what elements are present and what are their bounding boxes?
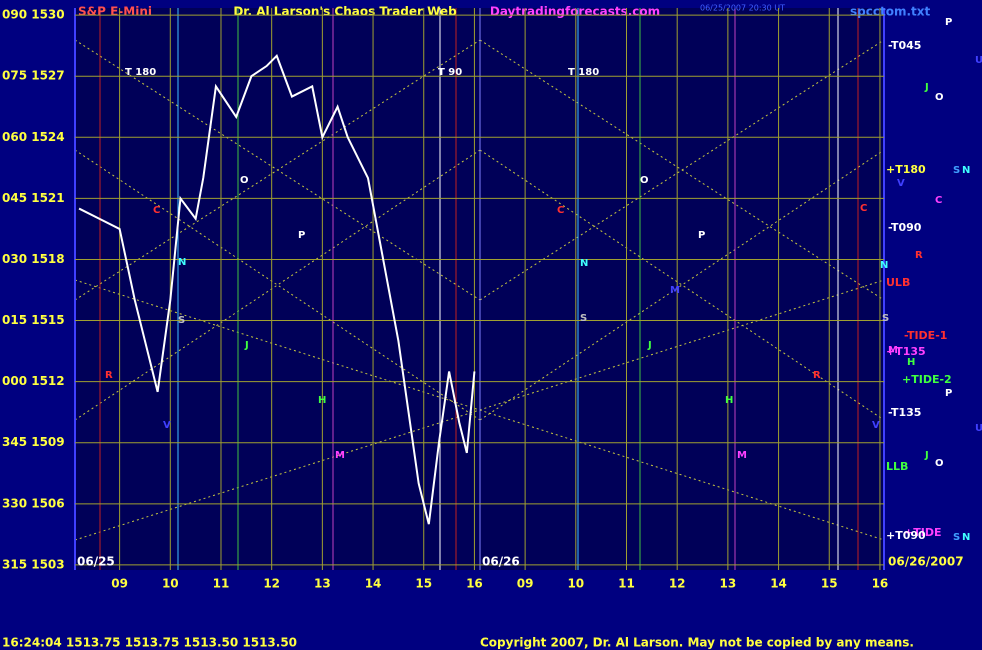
y-tick-label: 015 1515	[2, 313, 65, 327]
glyph: M	[737, 450, 747, 461]
x-tick-label: 11	[213, 577, 230, 591]
x-tick-label: 16	[466, 577, 483, 591]
y-tick-label: 075 1527	[2, 69, 65, 83]
glyph: C	[935, 195, 942, 206]
glyph: O	[640, 175, 649, 186]
level-label: +T180	[886, 163, 926, 176]
level-label: -T135	[888, 406, 921, 419]
y-tick-label: 060 1524	[2, 130, 65, 144]
y-tick-label: 045 1521	[2, 191, 65, 205]
y-tick-label: 030 1518	[2, 252, 65, 266]
glyph: J	[244, 340, 249, 351]
cycle-label: T 90	[438, 67, 462, 78]
file: spcctom.txt	[850, 5, 930, 19]
glyph: N	[580, 258, 588, 269]
glyph: H	[725, 395, 733, 406]
y-tick-label: 315 1503	[2, 557, 65, 571]
quote: 16:24:04 1513.75 1513.75 1513.50 1513.50	[2, 636, 297, 650]
x-tick-label: 10	[162, 577, 179, 591]
glyph: S	[178, 315, 185, 326]
x-tick-label: 12	[263, 577, 280, 591]
glyph: O	[935, 92, 944, 103]
glyph: H	[907, 357, 915, 368]
x-tick-label: 13	[314, 577, 331, 591]
y-tick-label: 345 1509	[2, 435, 65, 449]
level-label: +T135	[886, 345, 926, 358]
level-label: -TIDE-1	[904, 329, 947, 342]
x-tick-label: 10	[567, 577, 584, 591]
glyph: O	[935, 458, 944, 469]
decor-lines	[74, 8, 885, 570]
glyph: P	[298, 230, 305, 241]
glyph: J	[924, 450, 929, 461]
glyph: N	[962, 165, 970, 176]
price-line	[78, 54, 476, 525]
level-label: +TIDE-2	[902, 373, 952, 386]
glyph: R	[105, 370, 113, 381]
glyph: N	[880, 260, 888, 271]
glyph: S	[580, 313, 587, 324]
glyph: V	[872, 420, 880, 431]
x-tick-label: 09	[111, 577, 128, 591]
x-tick-label: 09	[517, 577, 534, 591]
symbol: S&P E-Mini	[78, 5, 152, 19]
cycle-label: T 180	[568, 67, 599, 78]
glyph: O	[240, 175, 249, 186]
glyph: S	[953, 165, 960, 176]
glyph: R	[915, 250, 923, 261]
x-tick-label: 14	[365, 577, 382, 591]
glyph: V	[897, 178, 905, 189]
glyph: U	[975, 55, 982, 66]
glyph: H	[318, 395, 326, 406]
glyph: J	[647, 340, 652, 351]
glyph: P	[945, 17, 952, 28]
x-tick-label: 15	[415, 577, 432, 591]
copyright: Copyright 2007, Dr. Al Larson. May not b…	[480, 636, 914, 650]
x-tick-label: 16	[872, 577, 889, 591]
level-label: LLB	[886, 460, 908, 473]
glyph: R	[813, 370, 821, 381]
stamp: 06/25/2007 20:30 UT	[700, 4, 785, 13]
glyph: J	[924, 82, 929, 93]
x-tick-label: 12	[669, 577, 686, 591]
x-tick-label: 13	[720, 577, 737, 591]
glyph: N	[962, 532, 970, 543]
glyph: P	[698, 230, 705, 241]
x-tick-label: 11	[618, 577, 635, 591]
y-tick-label: 330 1506	[2, 496, 65, 510]
glyph: C	[557, 205, 564, 216]
glyph: V	[163, 420, 171, 431]
y-tick-label: 090 1530	[2, 8, 65, 22]
glyph: C	[860, 203, 867, 214]
day-label: 06/26	[482, 555, 520, 569]
x-tick-label: 15	[821, 577, 838, 591]
day-label: 06/25	[77, 555, 115, 569]
glyph: N	[178, 257, 186, 268]
glyph: M	[335, 450, 345, 461]
glyph: P	[945, 388, 952, 399]
level-label: -T045	[888, 39, 921, 52]
glyph: M	[888, 345, 898, 356]
glyph: M	[670, 285, 680, 296]
level-label: -T090	[888, 221, 922, 234]
glyph: S	[882, 313, 889, 324]
x-tick-label: 14	[770, 577, 787, 591]
glyph: C	[153, 205, 160, 216]
cycle-label: T 180	[125, 67, 156, 78]
level-label: +T090	[886, 529, 926, 542]
level-label: ULB	[886, 276, 910, 289]
glyph: U	[975, 423, 982, 434]
level-label: +TIDE	[904, 526, 941, 539]
glyph: S	[953, 532, 960, 543]
site: Daytradingforecasts.com	[490, 5, 660, 19]
y-tick-label: 000 1512	[2, 374, 65, 388]
day-label: 06/26/2007	[888, 555, 964, 569]
